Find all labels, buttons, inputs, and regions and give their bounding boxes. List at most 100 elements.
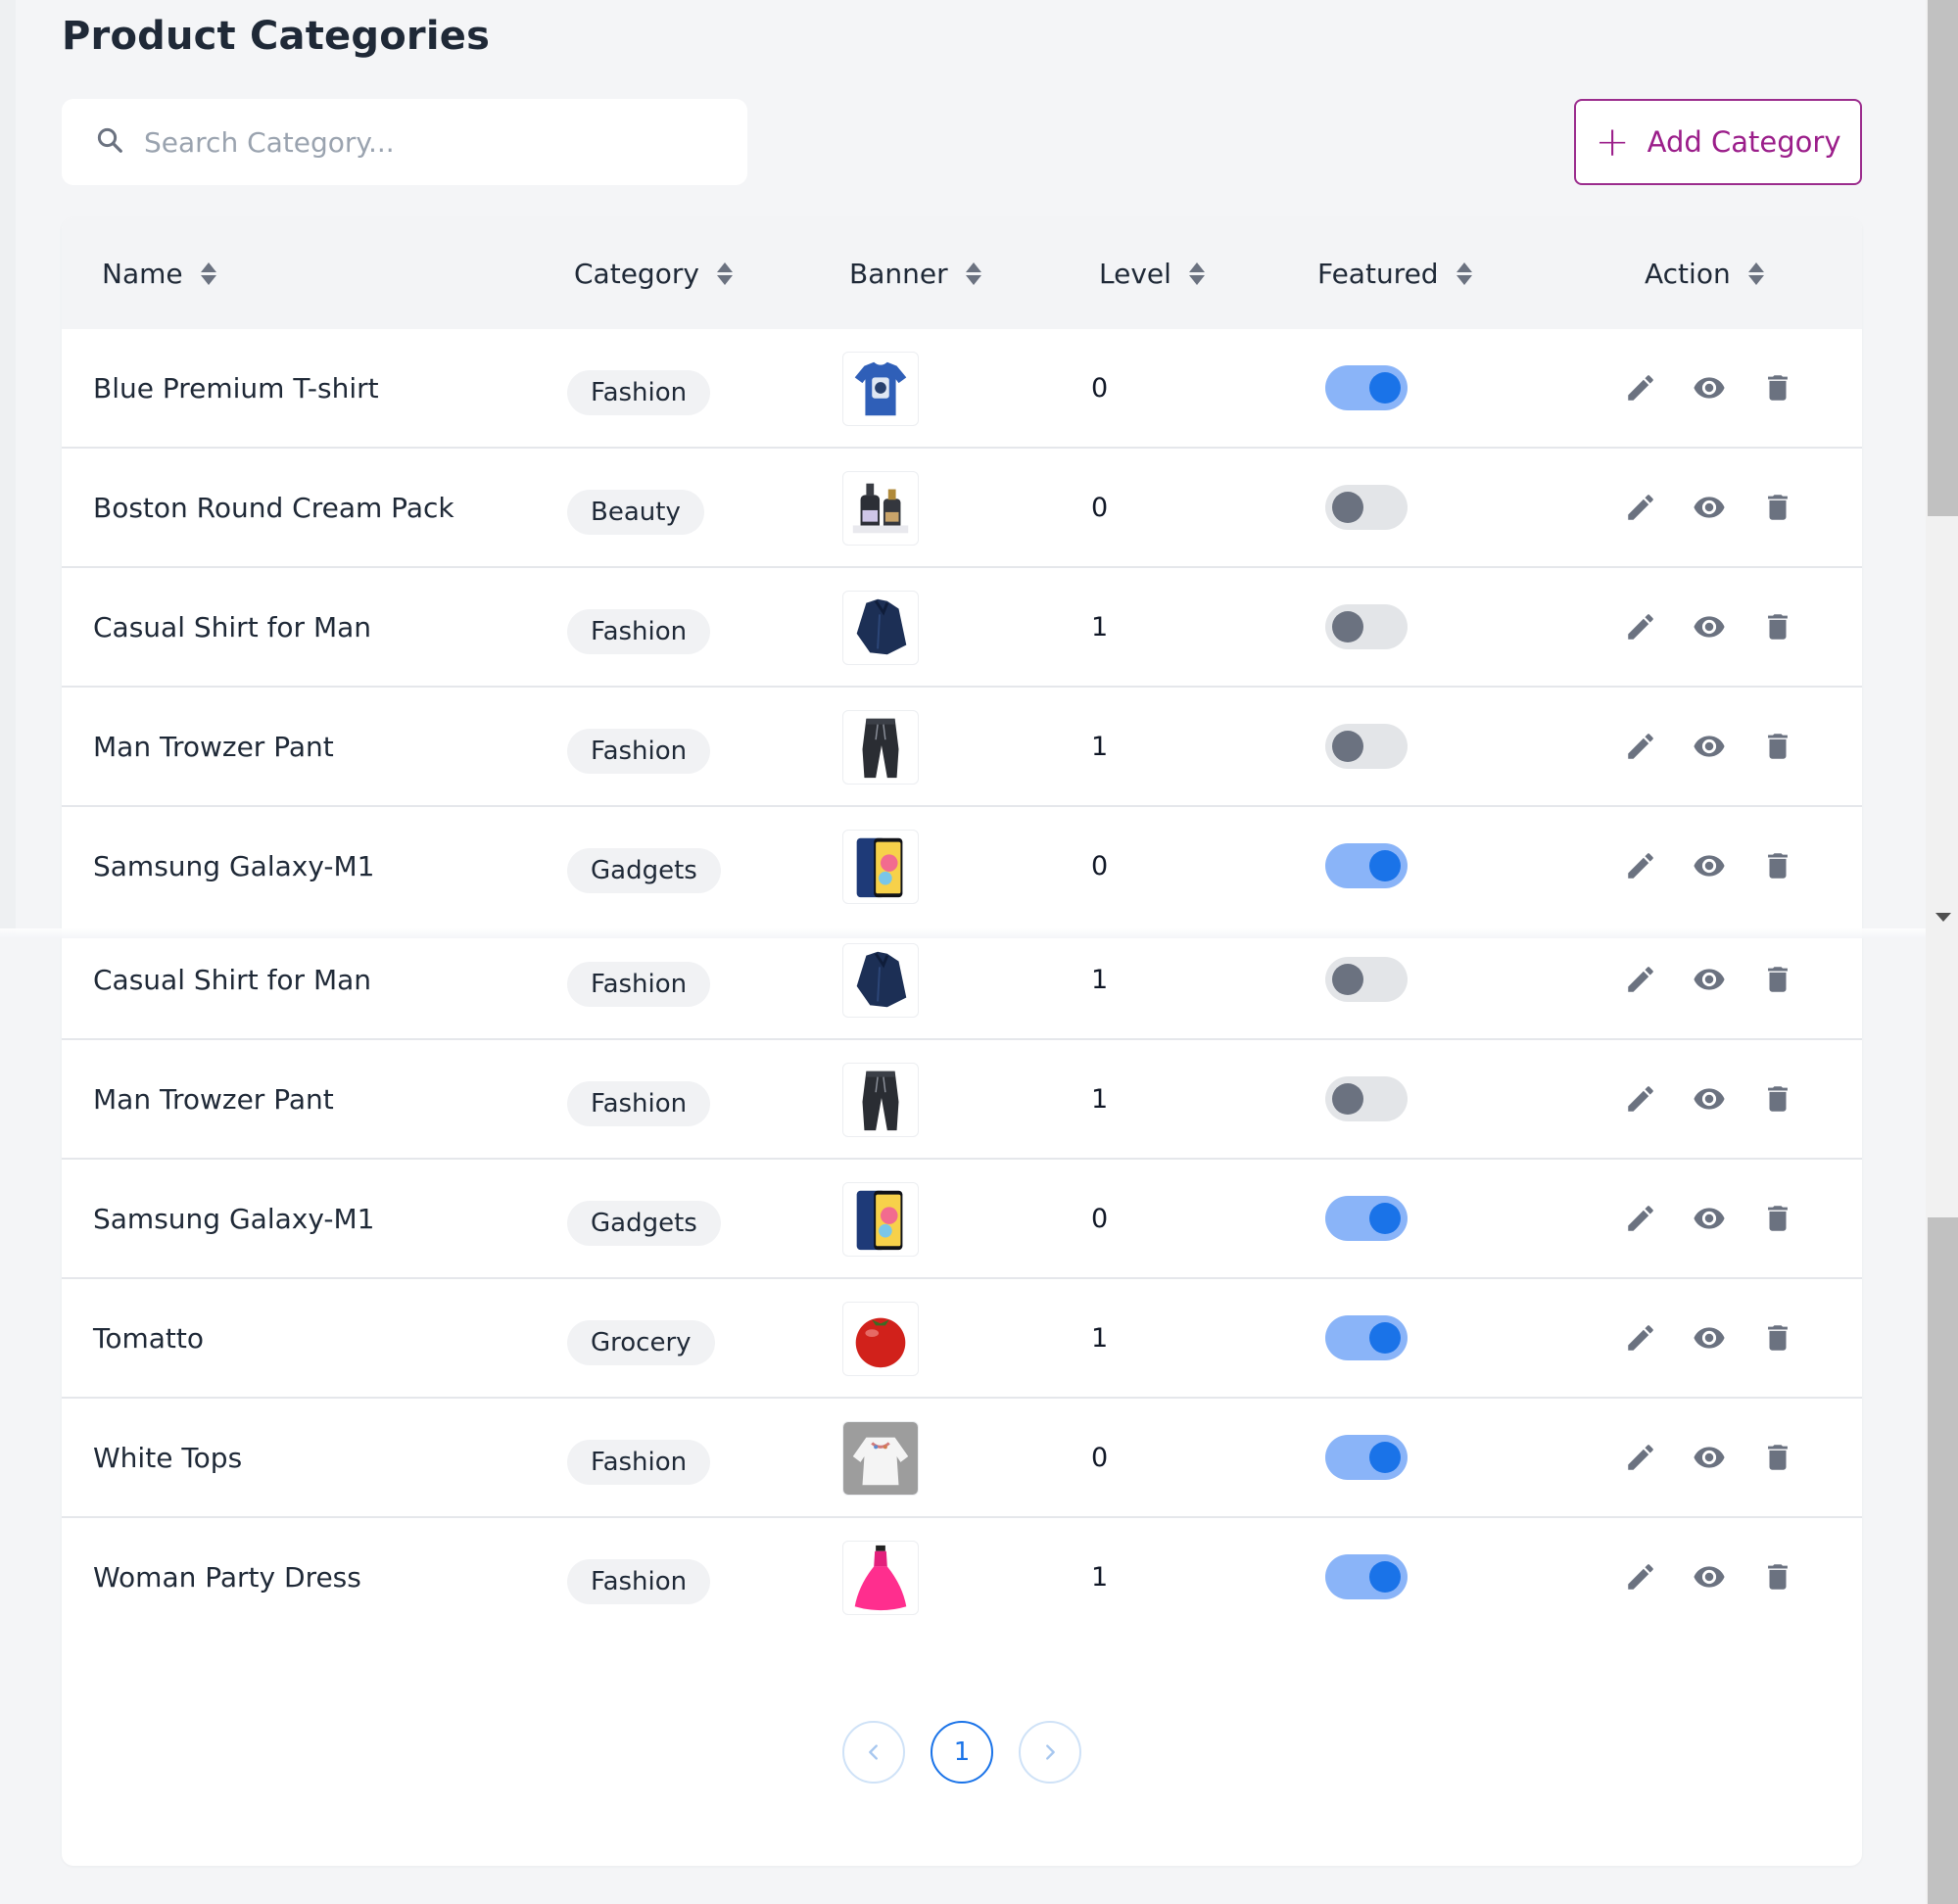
table-row: Samsung Galaxy-M1 Gadgets 0: [62, 807, 1862, 927]
edit-icon[interactable]: [1619, 1436, 1662, 1479]
plus-icon: +: [1595, 118, 1630, 166]
toggle-knob: [1332, 1083, 1363, 1115]
sort-icon: [1747, 262, 1764, 285]
trash-icon[interactable]: [1756, 1555, 1799, 1598]
featured-toggle[interactable]: [1325, 1315, 1408, 1360]
eye-icon[interactable]: [1688, 605, 1731, 648]
level-value: 0: [1091, 850, 1109, 881]
edit-icon[interactable]: [1619, 1316, 1662, 1359]
featured-toggle[interactable]: [1325, 843, 1408, 888]
edit-icon[interactable]: [1619, 958, 1662, 1001]
eye-icon[interactable]: [1688, 1077, 1731, 1120]
edit-icon[interactable]: [1619, 605, 1662, 648]
search-input[interactable]: Search Category...: [144, 125, 395, 159]
column-header-action[interactable]: Action: [1645, 217, 1764, 330]
banner-image: [842, 591, 919, 665]
scrollbar-thumb[interactable]: [1928, 0, 1958, 516]
eye-icon[interactable]: [1688, 958, 1731, 1001]
featured-toggle[interactable]: [1325, 1554, 1408, 1599]
featured-toggle[interactable]: [1325, 724, 1408, 769]
scrollbar-thumb-lower[interactable]: [1928, 1217, 1958, 1904]
category-badge: Fashion: [567, 609, 711, 654]
trash-icon[interactable]: [1756, 1077, 1799, 1120]
banner-image: [842, 1421, 919, 1496]
table-row: Blue Premium T-shirt Fashion 0: [62, 329, 1862, 449]
pagination-prev-button[interactable]: [842, 1721, 905, 1784]
category-name: White Tops: [93, 1441, 243, 1474]
banner-image: [842, 830, 919, 904]
featured-toggle[interactable]: [1325, 1435, 1408, 1480]
eye-icon[interactable]: [1688, 486, 1731, 529]
trash-icon[interactable]: [1756, 725, 1799, 768]
category-badge: Fashion: [567, 370, 711, 415]
toggle-knob: [1332, 492, 1363, 523]
chevron-left-icon: [869, 1744, 878, 1760]
trash-icon[interactable]: [1756, 958, 1799, 1001]
featured-toggle[interactable]: [1325, 957, 1408, 1002]
featured-toggle[interactable]: [1325, 1076, 1408, 1121]
edit-icon[interactable]: [1619, 844, 1662, 887]
trash-icon[interactable]: [1756, 1316, 1799, 1359]
sort-icon: [965, 262, 981, 285]
trash-icon[interactable]: [1756, 366, 1799, 409]
edit-icon[interactable]: [1619, 1555, 1662, 1598]
pagination-page-1[interactable]: 1: [931, 1721, 993, 1784]
sort-icon: [716, 262, 733, 285]
featured-toggle[interactable]: [1325, 365, 1408, 410]
edit-icon[interactable]: [1619, 1077, 1662, 1120]
edit-icon[interactable]: [1619, 366, 1662, 409]
left-strip: [0, 0, 16, 935]
trash-icon[interactable]: [1756, 1197, 1799, 1240]
category-name: Man Trowzer Pant: [93, 730, 334, 763]
column-header-category[interactable]: Category: [574, 217, 733, 330]
column-header-name[interactable]: Name: [102, 217, 216, 330]
eye-icon[interactable]: [1688, 844, 1731, 887]
level-value: 0: [1091, 492, 1109, 523]
featured-toggle[interactable]: [1325, 1196, 1408, 1241]
chevron-right-icon: [1046, 1744, 1055, 1760]
add-category-button[interactable]: + Add Category: [1574, 99, 1862, 185]
toggle-knob: [1369, 1322, 1401, 1354]
eye-icon[interactable]: [1688, 1316, 1731, 1359]
eye-icon[interactable]: [1688, 366, 1731, 409]
pagination-next-button[interactable]: [1019, 1721, 1081, 1784]
table-row: Casual Shirt for Man Fashion 1: [62, 568, 1862, 688]
toggle-knob: [1332, 964, 1363, 995]
featured-toggle[interactable]: [1325, 604, 1408, 649]
table-row: Tomatto Grocery 1: [62, 1279, 1862, 1399]
column-header-featured[interactable]: Featured: [1317, 217, 1472, 330]
trash-icon[interactable]: [1756, 844, 1799, 887]
category-name: Samsung Galaxy-M1: [93, 1202, 375, 1235]
banner-image: [842, 1063, 919, 1137]
featured-toggle[interactable]: [1325, 485, 1408, 530]
toggle-knob: [1369, 850, 1401, 881]
eye-icon[interactable]: [1688, 725, 1731, 768]
trash-icon[interactable]: [1756, 1436, 1799, 1479]
category-name: Casual Shirt for Man: [93, 610, 372, 643]
toggle-knob: [1332, 731, 1363, 762]
category-name: Man Trowzer Pant: [93, 1082, 334, 1116]
trash-icon[interactable]: [1756, 486, 1799, 529]
banner-image: [842, 471, 919, 546]
sort-icon: [1188, 262, 1205, 285]
eye-icon[interactable]: [1688, 1555, 1731, 1598]
search-box[interactable]: Search Category...: [62, 99, 747, 185]
column-header-banner[interactable]: Banner: [849, 217, 981, 330]
column-header-level[interactable]: Level: [1099, 217, 1205, 330]
edit-icon[interactable]: [1619, 725, 1662, 768]
category-badge: Fashion: [567, 729, 711, 774]
category-name: Woman Party Dress: [93, 1560, 361, 1594]
eye-icon[interactable]: [1688, 1436, 1731, 1479]
category-name: Blue Premium T-shirt: [93, 371, 379, 405]
scroll-down-arrow-icon[interactable]: [1935, 913, 1951, 922]
add-category-label: Add Category: [1647, 125, 1841, 159]
category-badge: Fashion: [567, 1081, 711, 1126]
eye-icon[interactable]: [1688, 1197, 1731, 1240]
edit-icon[interactable]: [1619, 486, 1662, 529]
edit-icon[interactable]: [1619, 1197, 1662, 1240]
trash-icon[interactable]: [1756, 605, 1799, 648]
sort-icon: [1456, 262, 1472, 285]
level-value: 1: [1091, 1083, 1109, 1115]
table-row: Boston Round Cream Pack Beauty 0: [62, 449, 1862, 568]
banner-image: [842, 1541, 919, 1615]
